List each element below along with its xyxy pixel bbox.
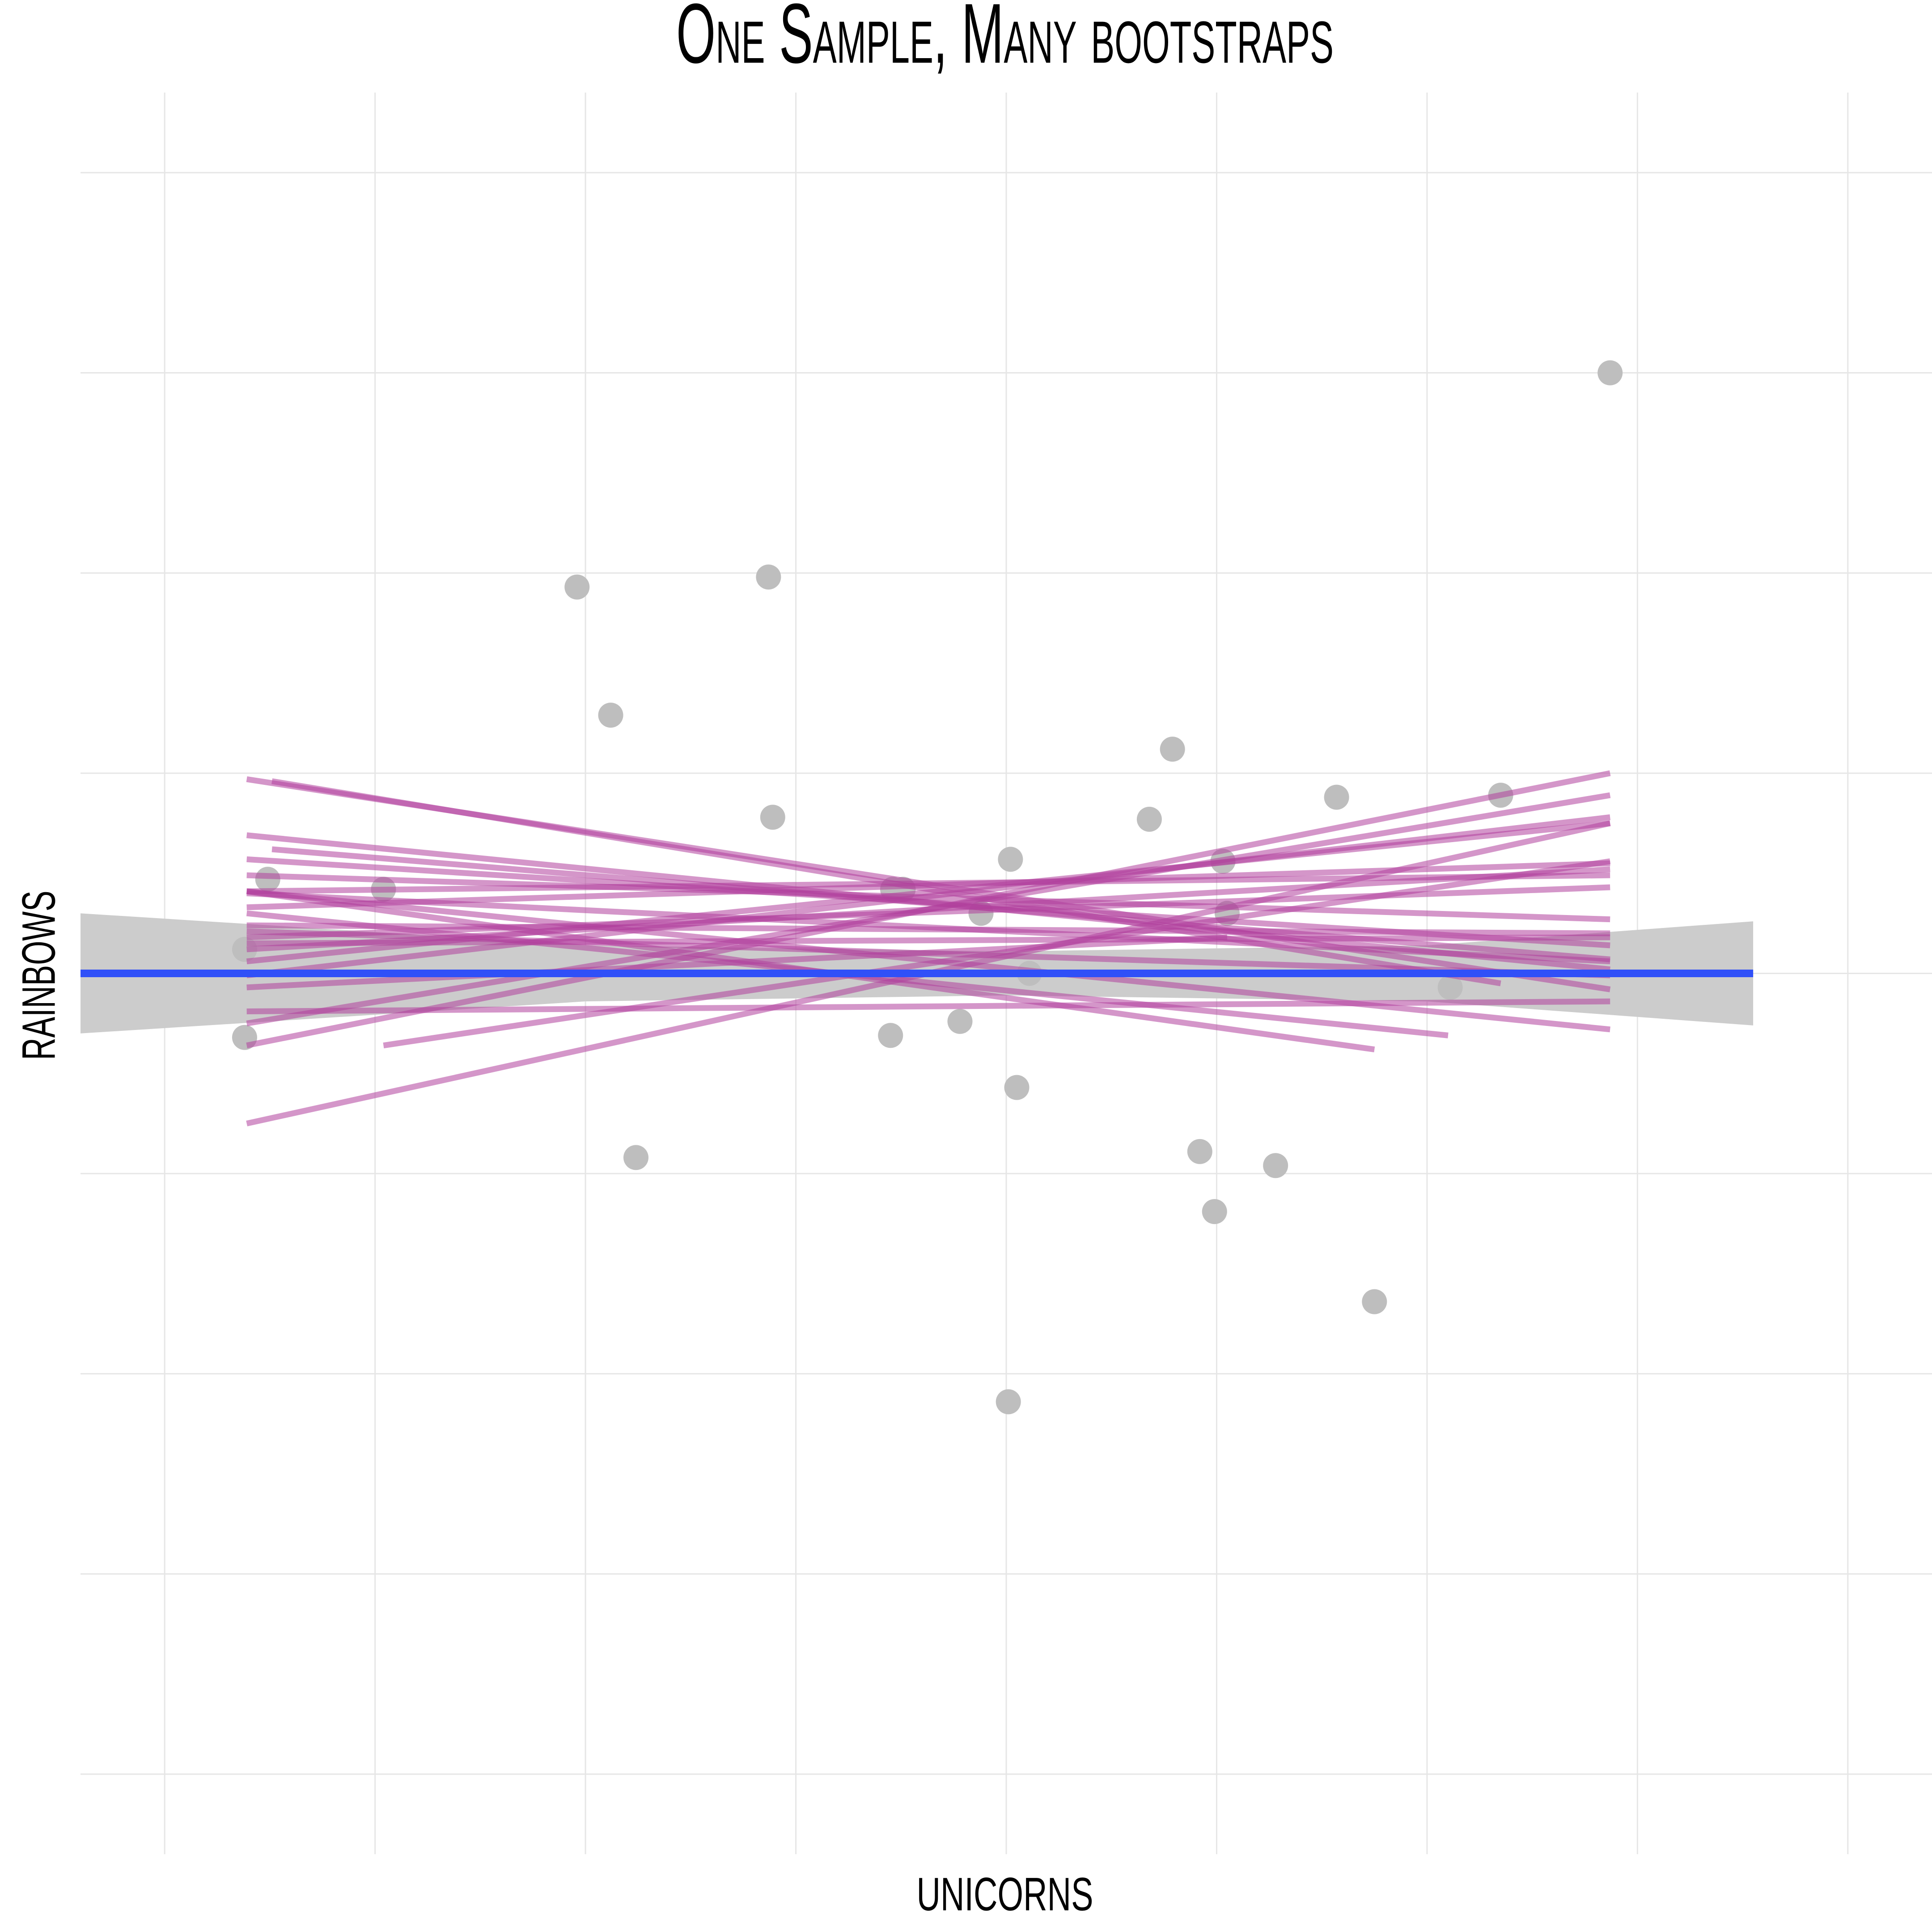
data-point: [760, 805, 785, 830]
data-point: [1136, 806, 1162, 832]
data-point: [996, 1389, 1021, 1415]
data-point: [1004, 1075, 1030, 1100]
data-point: [1202, 1199, 1227, 1224]
data-point: [623, 1145, 648, 1170]
data-point: [1263, 1153, 1288, 1178]
bootstrap-line: [246, 890, 1610, 965]
data-point: [564, 574, 590, 600]
data-point: [1160, 737, 1185, 762]
chart-title: One Sample, Many bootstraps: [676, 0, 1334, 81]
data-point: [1362, 1289, 1387, 1314]
bootstrap-line: [246, 998, 1610, 1015]
bootstrap-line: [246, 770, 1611, 1049]
bootstrap-line: [246, 814, 1610, 979]
data-point: [1597, 360, 1623, 386]
bootstrap-line: [246, 934, 1228, 991]
x-axis-label: unicorns: [917, 1850, 1093, 1925]
data-point: [947, 1008, 973, 1034]
data-point: [998, 847, 1023, 872]
data-point: [1324, 784, 1349, 810]
data-point: [598, 703, 623, 728]
y-axis-label: rainbows: [0, 891, 69, 1060]
data-point: [756, 564, 781, 590]
bootstrap-line: [246, 888, 1610, 1033]
data-point: [878, 1023, 903, 1048]
data-point: [1437, 974, 1463, 1000]
bootstrap-line: [246, 928, 1610, 979]
data-point: [1187, 1139, 1212, 1164]
bootstrap-line: [246, 934, 1610, 946]
